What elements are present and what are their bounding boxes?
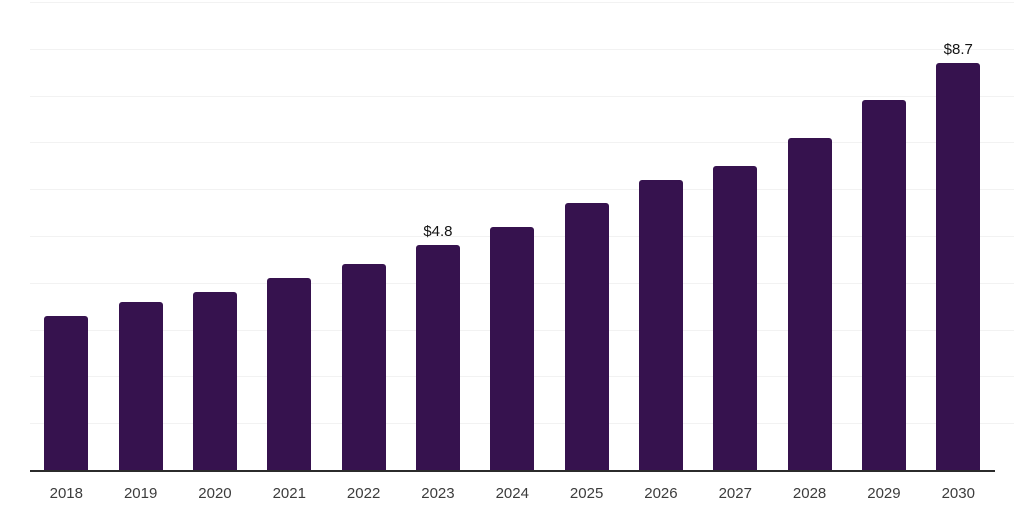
y-gridline bbox=[30, 48, 1014, 50]
bar-value-label-2030: $8.7 bbox=[943, 40, 973, 58]
y-gridline bbox=[30, 95, 1014, 97]
x-axis-tick-label-2027: 2027 bbox=[718, 485, 752, 502]
x-axis-tick-label-2020: 2020 bbox=[198, 485, 232, 502]
x-axis-tick-label-2022: 2022 bbox=[346, 485, 381, 502]
bar-2028 bbox=[787, 137, 832, 470]
bar-2025 bbox=[564, 203, 609, 470]
bar-2026 bbox=[638, 179, 683, 470]
x-axis-tick-label-2030: 2030 bbox=[941, 485, 975, 502]
x-axis-line bbox=[30, 470, 995, 472]
x-axis-tick-label-2018: 2018 bbox=[49, 485, 83, 502]
y-gridline bbox=[30, 142, 1014, 144]
y-gridline bbox=[30, 2, 1014, 3]
x-axis-tick-label-2021: 2021 bbox=[272, 485, 306, 502]
y-gridline bbox=[30, 189, 1014, 191]
x-axis-tick-label-2019: 2019 bbox=[123, 485, 158, 502]
bar-2029 bbox=[861, 100, 906, 470]
x-axis-tick-label-2029: 2029 bbox=[867, 485, 901, 502]
bar-2022 bbox=[341, 264, 386, 470]
bar-2020 bbox=[192, 292, 237, 470]
bar-2019 bbox=[118, 301, 163, 470]
bar-2027 bbox=[713, 165, 758, 470]
bar-2021 bbox=[267, 278, 312, 470]
bar-2023 bbox=[415, 245, 460, 470]
x-axis-tick-label-2025: 2025 bbox=[569, 485, 604, 502]
x-axis-tick-label-2023: 2023 bbox=[421, 485, 455, 502]
x-axis-tick-label-2024: 2024 bbox=[495, 485, 529, 502]
bar-2024 bbox=[490, 226, 535, 470]
x-axis-tick-label-2028: 2028 bbox=[792, 485, 827, 502]
bar-2030 bbox=[936, 62, 981, 470]
bar-2018 bbox=[44, 315, 89, 470]
bar-value-label-2023: $4.8 bbox=[423, 223, 453, 241]
x-axis-tick-label-2026: 2026 bbox=[644, 485, 678, 502]
